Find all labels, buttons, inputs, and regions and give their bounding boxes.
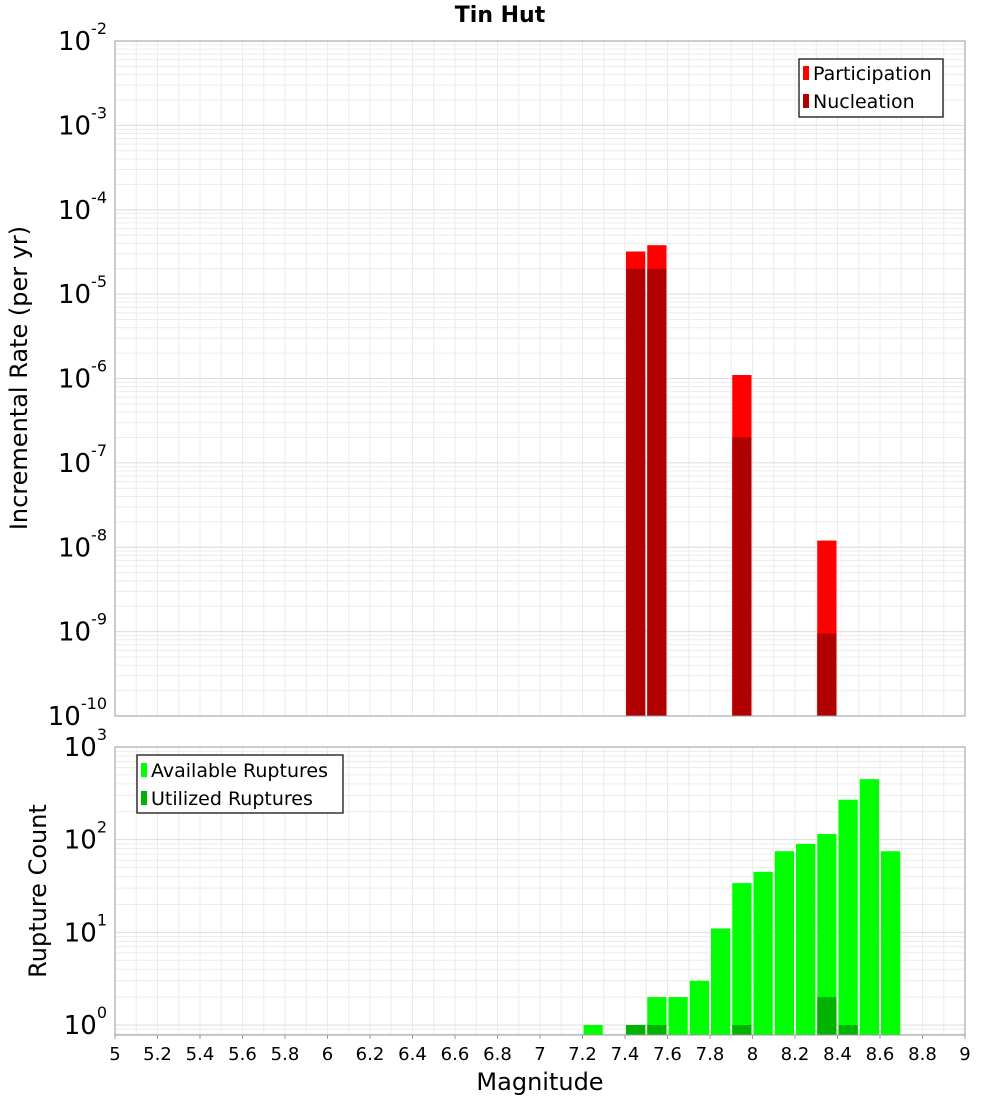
x-tick-label: 6.6: [441, 1044, 470, 1065]
x-tick-label: 6.4: [398, 1044, 427, 1065]
x-ticks: 5 5.2 5.4 5.6 5.8 6 6.2 6.4 6.6 6.8 7 7.2 7.4 7.6 7.8 8…: [109, 1035, 971, 1065]
count-bar-secondary: [838, 1025, 858, 1035]
count-bar-secondary: [647, 1025, 667, 1035]
legend-label-nucleation: Nucleation: [813, 91, 915, 113]
rate-y-axis-label: Incremental Rate (per yr): [5, 226, 33, 530]
x-tick-label: 5: [109, 1044, 120, 1065]
rate-bar-secondary: [732, 437, 752, 716]
x-tick-label: 6.8: [483, 1044, 512, 1065]
legend-label-utilized: Utilized Ruptures: [151, 788, 313, 810]
rate-bar-secondary: [817, 633, 837, 716]
rate-chart: Tin Hut 10-1010-910-810-710-610-510-410-…: [5, 3, 966, 732]
count-bar-primary: [668, 997, 688, 1035]
count-bar-primary: [711, 928, 731, 1035]
x-tick-label: 5.8: [271, 1044, 300, 1065]
x-axis-label: Magnitude: [476, 1068, 603, 1096]
rate-y-tick-label: 10-8: [58, 525, 107, 563]
count-bar-primary: [838, 799, 858, 1035]
x-tick-label: 8.4: [823, 1044, 852, 1065]
rate-grid: [115, 40, 965, 717]
count-legend-box: [136, 754, 344, 814]
count-bar-secondary: [626, 1025, 646, 1035]
rate-bar-secondary: [626, 268, 646, 716]
x-tick-label: 7.4: [611, 1044, 640, 1065]
count-y-tick-label: 101: [64, 910, 107, 948]
legend-label-participation: Participation: [813, 63, 932, 85]
x-tick-label: 5.6: [228, 1044, 257, 1065]
count-legend: Available Ruptures Utilized Ruptures: [136, 754, 344, 814]
rate-y-tick-label: 10-4: [58, 188, 107, 226]
x-tick-label: 6.2: [356, 1044, 385, 1065]
rate-plot-frame: [114, 40, 966, 717]
legend-swatch-utilized: [141, 791, 147, 805]
count-y-tick-label: 103: [64, 725, 107, 763]
rate-y-tick-label: 10-7: [58, 441, 107, 479]
count-y-ticks: 100 101 102 103: [64, 725, 107, 1041]
x-tick-label: 7.6: [653, 1044, 682, 1065]
x-tick-label: 8.8: [908, 1044, 937, 1065]
rate-y-tick-label: 10-5: [58, 272, 107, 310]
x-tick-label: 5.4: [186, 1044, 215, 1065]
x-tick-label: 6: [322, 1044, 333, 1065]
x-tick-label: 7.2: [568, 1044, 597, 1065]
rate-y-ticks: 10-10 10-9 10-8 10-7 10-6 10-5 10-4 10-3 10-2: [48, 19, 107, 732]
x-tick-label: 8.6: [866, 1044, 895, 1065]
x-tick-label: 7: [534, 1044, 545, 1065]
rate-y-tick-label: 10-6: [58, 357, 107, 395]
x-tick-label: 9: [959, 1044, 970, 1065]
count-bar-secondary: [732, 1025, 752, 1035]
rate-y-tick-label: 10-3: [58, 103, 107, 141]
count-y-axis-label: Rupture Count: [24, 804, 52, 978]
x-tick-label: 7.8: [696, 1044, 725, 1065]
count-bars: [583, 779, 901, 1035]
legend-swatch-participation: [803, 66, 809, 80]
count-y-tick-label: 102: [64, 818, 107, 856]
legend-label-available: Available Ruptures: [151, 760, 328, 782]
rate-legend: Participation Nucleation: [798, 58, 944, 118]
legend-swatch-nucleation: [803, 94, 809, 108]
count-bar-primary: [774, 851, 794, 1035]
x-tick-label: 8: [747, 1044, 758, 1065]
x-tick-label: 8.2: [781, 1044, 810, 1065]
count-bar-primary: [817, 834, 837, 1035]
count-y-tick-label: 100: [64, 1003, 107, 1041]
chart-title: Tin Hut: [455, 3, 546, 28]
count-bar-primary: [796, 843, 816, 1035]
x-tick-label: 5.2: [143, 1044, 172, 1065]
count-bar-primary: [732, 883, 752, 1035]
legend-swatch-available: [141, 763, 147, 777]
rate-y-tick-label: 10-10: [48, 694, 107, 732]
count-bar-primary: [859, 779, 879, 1035]
count-bar-primary: [753, 871, 773, 1035]
count-chart: 100 101 102 103 5 5.2 5.4 5.6 5.8 6 6.2 6.4 6.6 6.8 7…: [24, 725, 971, 1096]
count-bar-primary: [583, 1025, 603, 1035]
rate-y-tick-label: 10-9: [58, 610, 107, 648]
rate-legend-box: [798, 58, 944, 118]
count-bar-primary: [689, 980, 709, 1035]
rate-bars: [626, 245, 837, 717]
count-bar-primary: [881, 851, 901, 1035]
count-bar-secondary: [817, 997, 837, 1035]
rate-bar-secondary: [647, 268, 667, 716]
rate-y-tick-label: 10-2: [58, 19, 107, 57]
